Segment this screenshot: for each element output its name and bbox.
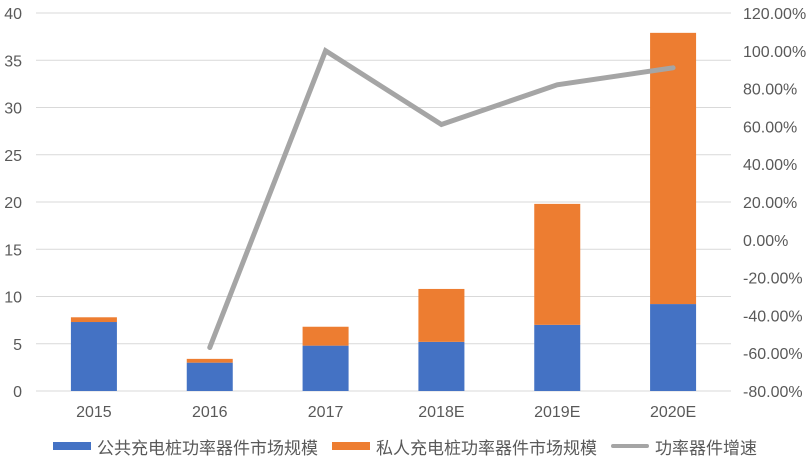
svg-text:5: 5: [13, 337, 22, 354]
growth-line: [207, 47, 676, 351]
right-axis-ticks: -80.00% -60.00% -40.00% -20.00% 0.00% 20.00% 4…: [743, 6, 806, 401]
svg-text:2020E: 2020E: [650, 404, 696, 421]
x-axis-labels: 2015 2016 2017 2018E 2019E 2020E: [76, 404, 696, 421]
legend-label: 功率器件增速: [655, 438, 757, 459]
svg-text:0: 0: [13, 384, 22, 401]
legend-item-growth: 功率器件增速: [611, 434, 757, 459]
svg-text:100.00%: 100.00%: [743, 44, 806, 61]
svg-text:2016: 2016: [192, 404, 228, 421]
svg-text:30: 30: [4, 101, 22, 118]
legend-item-public: 公共充电桩功率器件市场规模: [53, 434, 318, 459]
legend-swatch-orange: [332, 442, 370, 450]
stacked-bars: [70, 32, 697, 391]
svg-text:60.00%: 60.00%: [743, 119, 797, 136]
svg-text:-80.00%: -80.00%: [743, 384, 803, 401]
svg-text:2018E: 2018E: [418, 404, 464, 421]
svg-text:40.00%: 40.00%: [743, 157, 797, 174]
legend-swatch-blue: [53, 442, 91, 450]
svg-text:2015: 2015: [76, 404, 112, 421]
svg-text:80.00%: 80.00%: [743, 82, 797, 99]
svg-text:35: 35: [4, 53, 22, 70]
svg-text:0.00%: 0.00%: [743, 233, 788, 250]
svg-text:10: 10: [4, 290, 22, 307]
svg-text:2019E: 2019E: [534, 404, 580, 421]
legend-item-private: 私人充电桩功率器件市场规模: [332, 434, 597, 459]
svg-text:40: 40: [4, 6, 22, 23]
svg-text:120.00%: 120.00%: [743, 6, 806, 23]
svg-text:2017: 2017: [308, 404, 344, 421]
svg-text:20: 20: [4, 195, 22, 212]
svg-text:20.00%: 20.00%: [743, 195, 797, 212]
legend-swatch-line: [611, 444, 649, 448]
svg-text:-60.00%: -60.00%: [743, 346, 803, 363]
svg-text:-40.00%: -40.00%: [743, 308, 803, 325]
gridlines: [36, 12, 731, 392]
svg-text:25: 25: [4, 148, 22, 165]
svg-text:15: 15: [4, 242, 22, 259]
left-axis-ticks: 0 5 10 15 20 25 30 35 40: [4, 6, 22, 401]
legend: 公共充电桩功率器件市场规模 私人充电桩功率器件市场规模 功率器件增速: [0, 434, 810, 459]
legend-label: 私人充电桩功率器件市场规模: [376, 438, 597, 459]
legend-label: 公共充电桩功率器件市场规模: [97, 438, 318, 459]
svg-text:-20.00%: -20.00%: [743, 271, 803, 288]
